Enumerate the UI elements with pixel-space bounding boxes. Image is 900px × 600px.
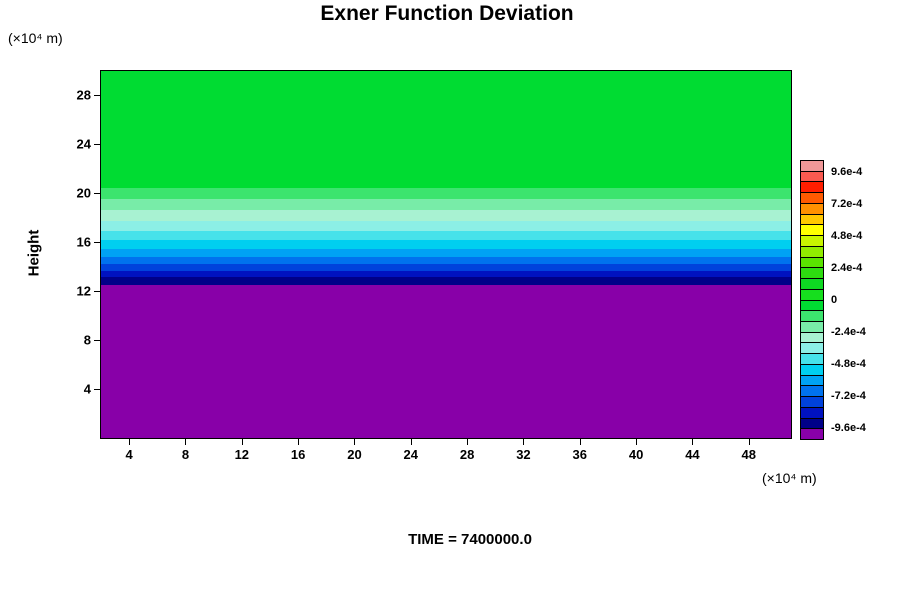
x-tick-label: 4 — [125, 447, 133, 462]
colorbar-segment — [801, 418, 823, 430]
x-tick — [241, 439, 243, 445]
x-tick — [523, 439, 525, 445]
colorbar-segment — [801, 332, 823, 344]
colorbar-tick-label: -4.8e-4 — [831, 358, 866, 371]
x-tick — [692, 439, 694, 445]
colorbar-segment — [801, 171, 823, 183]
x-tick-label: 32 — [516, 447, 531, 462]
x-tick-label: 48 — [741, 447, 756, 462]
x-tick-label: 44 — [685, 447, 700, 462]
contour-band — [101, 277, 791, 287]
x-tick-label: 12 — [234, 447, 250, 462]
contour-band — [101, 264, 791, 272]
colorbar-segment — [801, 322, 823, 333]
y-tick-label: 12 — [76, 283, 91, 299]
y-tick — [94, 242, 100, 244]
y-tick — [94, 193, 100, 195]
x-tick-label: 8 — [181, 447, 190, 462]
y-tick-label: 4 — [83, 381, 91, 397]
y-tick-label: 28 — [76, 87, 91, 103]
colorbar-segment — [801, 203, 823, 215]
colorbar-segment — [801, 279, 823, 290]
colorbar-labels: 9.6e-4 7.2e-4 4.8e-4 2.4e-4 0 -2.4e-4 -4.8e-4 -… — [831, 161, 900, 439]
colorbar-segment — [801, 429, 823, 440]
colorbar-segment — [801, 236, 823, 247]
contour-band — [101, 285, 791, 438]
x-tick — [467, 439, 469, 445]
contour-band-layer — [101, 71, 791, 438]
colorbar-segment — [801, 161, 823, 172]
y-axis-label: Height — [25, 229, 43, 277]
colorbar-tick-label: -9.6e-4 — [831, 422, 866, 435]
y-tick — [94, 144, 100, 146]
colorbar-tick-label: 7.2e-4 — [831, 197, 863, 210]
colorbar-segment — [801, 214, 823, 226]
y-tick-label: 20 — [76, 185, 91, 201]
colorbar-segment — [801, 407, 823, 419]
x-tick-label: 20 — [347, 447, 362, 462]
y-axis-unit-label: (×10⁴ m) — [8, 30, 63, 46]
y-tick-label: 24 — [76, 136, 91, 152]
x-tick — [748, 439, 750, 445]
x-tick — [579, 439, 581, 445]
x-axis-unit-label: (×10⁴ m) — [762, 470, 817, 486]
x-tick — [298, 439, 300, 445]
colorbar-tick-label: -7.2e-4 — [831, 390, 866, 403]
time-label: TIME = 7400000.0 — [408, 531, 532, 548]
contour-band — [101, 71, 791, 190]
colorbar-segment — [801, 182, 823, 194]
colorbar-segment — [801, 225, 823, 237]
x-tick — [410, 439, 412, 445]
contour-band — [101, 210, 791, 223]
colorbar-segment — [801, 311, 823, 323]
colorbar-segment — [801, 397, 823, 408]
y-tick — [94, 95, 100, 97]
y-tick — [94, 291, 100, 293]
colorbar-segment — [801, 268, 823, 280]
colorbar-segment — [801, 289, 823, 301]
colorbar-segment — [801, 354, 823, 365]
x-tick-label: 16 — [290, 447, 306, 462]
colorbar-segment — [801, 364, 823, 376]
x-tick — [185, 439, 187, 445]
contour-band — [101, 271, 791, 279]
colorbar-segment — [801, 300, 823, 312]
colorbar-tick-label: 9.6e-4 — [831, 165, 863, 178]
colorbar-segment — [801, 343, 823, 355]
x-tick — [354, 439, 356, 445]
plot-area: 4 8 12 16 20 24 28 32 36 40 44 48 4 8 12 16 20 24 28 — [77, 70, 792, 462]
x-tick — [636, 439, 638, 445]
colorbar-tick-label: 0 — [831, 294, 838, 306]
y-tick — [94, 389, 100, 391]
colorbar-segment — [801, 193, 823, 204]
x-tick-label: 36 — [572, 447, 587, 462]
contour-band — [101, 188, 791, 201]
x-tick-label: 40 — [628, 447, 644, 462]
colorbar-tick-label: -2.4e-4 — [831, 326, 866, 339]
chart-title: Exner Function Deviation — [320, 2, 574, 25]
y-tick — [94, 340, 100, 342]
y-tick-label: 8 — [83, 332, 91, 348]
colorbar-segment — [801, 257, 823, 269]
x-tick-label: 24 — [403, 447, 419, 462]
contour-band — [101, 199, 791, 212]
colorbar — [800, 160, 824, 440]
colorbar-tick-label: 4.8e-4 — [831, 229, 863, 242]
x-tick — [129, 439, 131, 445]
y-tick-label: 16 — [76, 234, 91, 250]
x-tick-label: 28 — [459, 447, 475, 462]
contour-band — [101, 221, 791, 233]
colorbar-segment — [801, 246, 823, 258]
contour-band — [101, 256, 791, 266]
contour-band — [101, 231, 791, 242]
contour-band — [101, 248, 791, 258]
colorbar-segment — [801, 386, 823, 398]
contour-band — [101, 240, 791, 250]
colorbar-segment — [801, 375, 823, 387]
colorbar-tick-label: 2.4e-4 — [831, 261, 863, 274]
